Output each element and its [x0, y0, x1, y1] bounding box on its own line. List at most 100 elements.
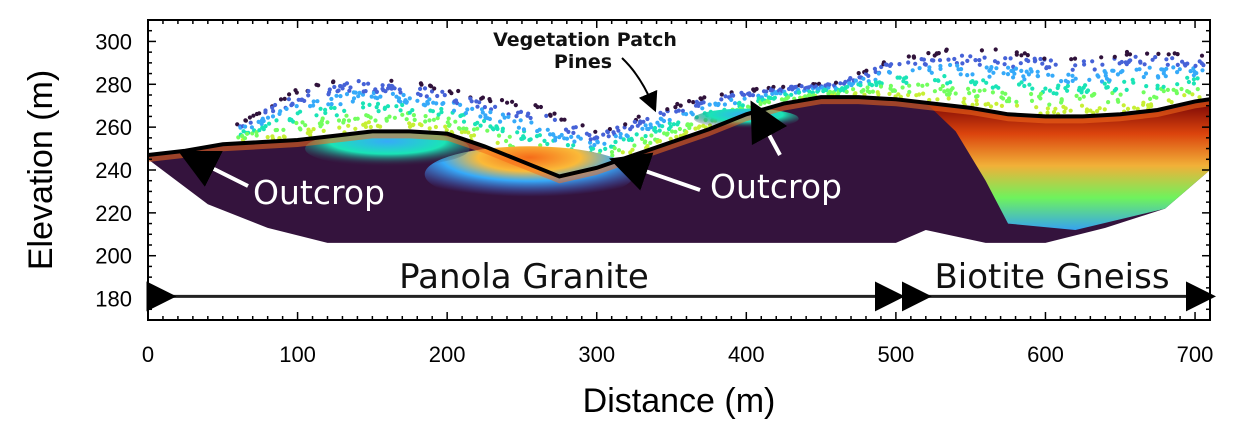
vegetation-point	[424, 94, 429, 99]
vegetation-point	[306, 93, 311, 98]
vegetation-point	[988, 104, 994, 109]
vegetation-point	[259, 121, 264, 127]
vegetation-point	[249, 125, 254, 130]
vegetation-point	[488, 110, 493, 115]
vegetation-point	[1154, 95, 1159, 100]
vegetation-point	[603, 146, 608, 151]
vegetation-point	[447, 89, 452, 94]
vegetation-point	[917, 66, 922, 71]
vegetation-point	[1072, 56, 1078, 61]
vegetation-point	[1133, 54, 1138, 59]
vegetation-point	[732, 101, 738, 106]
vegetation-point	[263, 124, 268, 129]
vegetation-point	[1127, 52, 1133, 57]
vegetation-point	[1019, 80, 1024, 85]
vegetation-point	[987, 74, 992, 79]
vegetation-point	[1099, 55, 1104, 60]
vegetation-point	[1165, 62, 1170, 67]
vegetation-point	[1054, 91, 1059, 96]
vegetation-point	[1029, 91, 1034, 97]
vegetation-point	[1161, 89, 1166, 94]
vegetation-point	[514, 114, 519, 119]
vegetation-point	[766, 100, 772, 105]
vegetation-point	[660, 124, 665, 129]
vegetation-point	[889, 62, 894, 67]
vegetation-point	[1119, 59, 1124, 65]
vegetation-point	[1006, 65, 1011, 70]
vegetation-point	[991, 70, 996, 75]
vegetation-point	[1141, 102, 1146, 107]
vegetation-point	[1019, 68, 1024, 73]
vegetation-point	[588, 137, 593, 142]
vegetation-point	[566, 129, 571, 134]
vegetation-point	[634, 132, 639, 137]
vegetation-point	[873, 80, 879, 85]
vegetation-point	[1013, 66, 1019, 71]
vegetation-point	[401, 92, 406, 98]
vegetation-point	[1073, 63, 1078, 68]
vegetation-point	[564, 136, 570, 141]
vegetation-point	[906, 54, 911, 59]
vegetation-point	[308, 129, 313, 134]
vegetation-point	[1122, 79, 1127, 84]
vegetation-point	[538, 143, 543, 148]
vegetation-point	[516, 125, 522, 130]
vegetation-point	[1095, 109, 1100, 114]
vegetation-point	[990, 90, 996, 95]
vegetation-point	[1029, 69, 1034, 74]
vegetation-point	[615, 125, 620, 130]
vegetation-point	[282, 135, 287, 140]
vegetation-point	[1090, 59, 1095, 64]
vegetation-point	[684, 112, 689, 117]
vegetation-point	[1079, 88, 1084, 93]
vegetation-point	[665, 107, 670, 112]
vegetation-points	[235, 47, 1206, 172]
vegetation-point	[747, 93, 753, 98]
vegetation-point	[336, 118, 342, 123]
vegetation-point	[261, 127, 266, 132]
vegetation-point	[1193, 63, 1198, 68]
vegetation-point	[1018, 61, 1023, 66]
y-tick-label: 300	[95, 29, 132, 54]
vegetation-point	[1121, 103, 1126, 108]
vegetation-point	[469, 99, 474, 104]
vegetation-point	[1063, 106, 1068, 111]
vegetation-point	[938, 63, 943, 69]
vegetation-point	[845, 84, 850, 89]
vegetation-point	[1022, 77, 1027, 82]
vegetation-point	[598, 148, 603, 153]
vegetation-point	[342, 108, 347, 113]
vegetation-point	[315, 99, 320, 104]
vegetation-point	[1185, 75, 1190, 80]
vegetation-point	[465, 107, 470, 112]
vegetation-point	[1026, 72, 1031, 77]
vegetation-point	[636, 114, 641, 119]
vegetation-point	[331, 80, 336, 85]
vegetation-point	[302, 98, 307, 103]
vegetation-point	[807, 93, 812, 98]
vegetation-point	[411, 122, 416, 127]
vegetation-point	[1156, 51, 1161, 57]
vegetation-point	[675, 122, 680, 127]
vegetation-point	[1003, 91, 1008, 96]
vegetation-point	[257, 111, 262, 116]
x-axis-title: Distance (m)	[583, 382, 776, 420]
vegetation-point	[935, 97, 940, 102]
vegetation-point	[916, 82, 921, 87]
vegetation-point	[338, 102, 343, 107]
vegetation-point	[910, 68, 915, 73]
vegetation-point	[375, 101, 381, 106]
vegetation-point	[984, 65, 989, 70]
vegetation-point	[518, 118, 523, 123]
vegetation-point	[624, 133, 629, 138]
vegetation-point	[548, 113, 553, 118]
vegetation-point	[674, 134, 679, 139]
vegetation-point	[1195, 87, 1200, 92]
unit-label-panola: Panola Granite	[399, 257, 649, 297]
vegetation-point	[1019, 53, 1024, 58]
vegetation-point	[737, 100, 742, 105]
vegetation-point	[984, 80, 989, 85]
vegetation-point	[866, 73, 871, 78]
vegetation-point	[618, 135, 623, 140]
vegetation-point	[876, 92, 881, 97]
